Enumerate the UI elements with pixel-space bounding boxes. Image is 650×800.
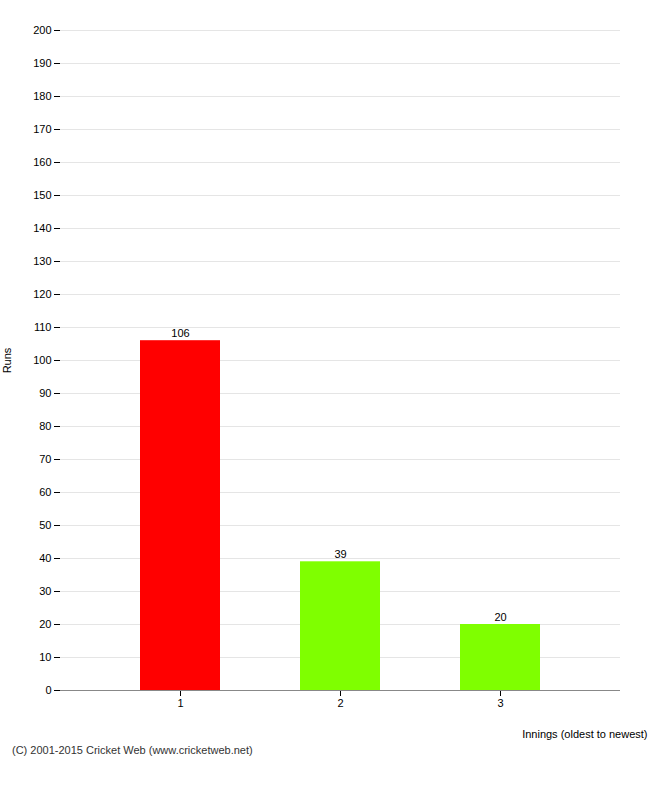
html-text:(C) 2001-2015 Cricket Web (www: (C) 2001-2015 Cricket Web (www.cricketwe… (12, 744, 253, 756)
svg-text:60: 60 (39, 486, 51, 498)
svg-text:200: 200 (33, 24, 51, 36)
svg-text:40: 40 (39, 552, 51, 564)
svg-text:2: 2 (337, 697, 343, 709)
svg-text:90: 90 (39, 387, 51, 399)
svg-text:39: 39 (334, 548, 346, 560)
svg-text:190: 190 (33, 57, 51, 69)
svg-text:Innings (oldest to newest): Innings (oldest to newest) (522, 728, 647, 740)
svg-text:30: 30 (39, 585, 51, 597)
svg-text:120: 120 (33, 288, 51, 300)
svg-text:106: 106 (171, 327, 189, 339)
svg-text:20: 20 (494, 611, 506, 623)
svg-text:3: 3 (497, 697, 503, 709)
svg-text:110: 110 (34, 321, 52, 333)
svg-text:0: 0 (45, 684, 51, 696)
svg-text:140: 140 (33, 222, 51, 234)
svg-text:Runs: Runs (1, 347, 13, 373)
svg-text:160: 160 (33, 156, 51, 168)
svg-text:130: 130 (33, 255, 51, 267)
svg-text:150: 150 (33, 189, 51, 201)
svg-text:180: 180 (33, 90, 51, 102)
svg-text:10: 10 (39, 651, 51, 663)
svg-text:70: 70 (39, 453, 51, 465)
svg-text:80: 80 (39, 420, 51, 432)
svg-text:100: 100 (33, 354, 51, 366)
svg-text:50: 50 (39, 519, 51, 531)
svg-text:1: 1 (177, 697, 183, 709)
svg-text:20: 20 (39, 618, 51, 630)
svg-text:170: 170 (33, 123, 51, 135)
